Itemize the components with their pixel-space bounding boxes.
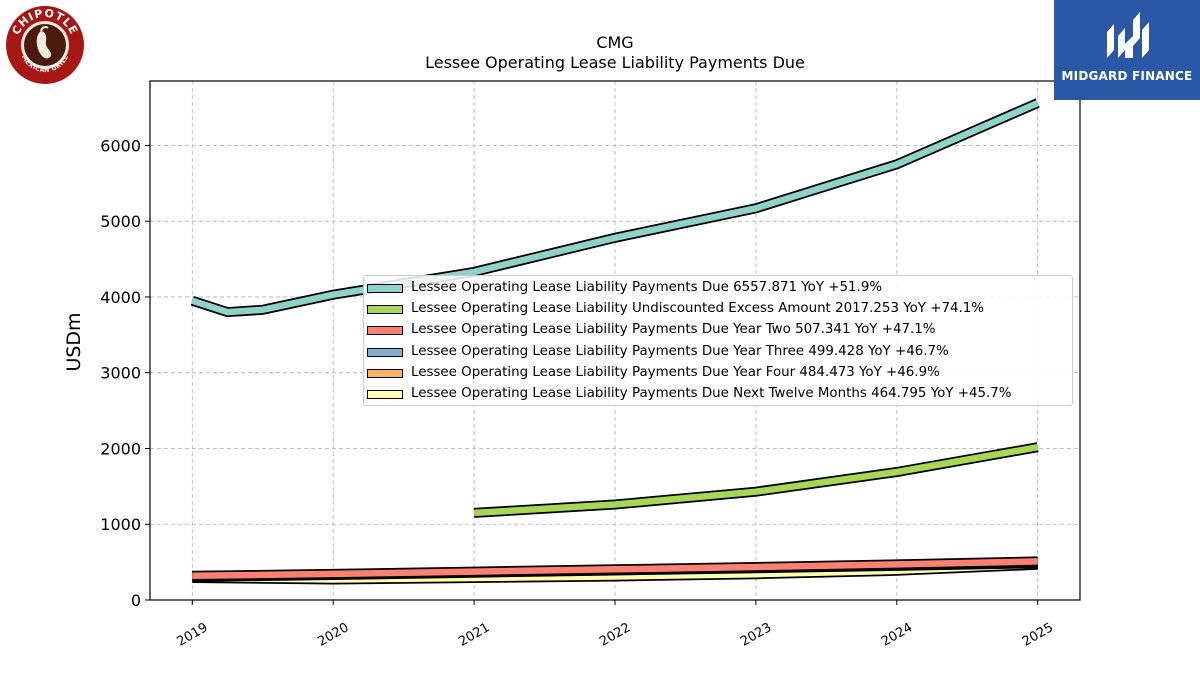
chart-subtitle: Lessee Operating Lease Liability Payment…	[425, 53, 805, 72]
series-line	[192, 558, 1038, 580]
x-tick-label: 2020	[315, 620, 351, 650]
series-line	[473, 443, 1039, 517]
legend-swatch	[367, 284, 403, 293]
legend-swatch	[367, 347, 403, 357]
legend-swatch	[367, 305, 403, 315]
x-tick-label: 2019	[174, 620, 210, 650]
legend-swatch	[367, 368, 403, 378]
y-tick-label: 6000	[100, 136, 141, 155]
x-tick-label: 2024	[879, 620, 915, 650]
x-tick-label: 2022	[597, 620, 633, 650]
y-tick-label: 0	[131, 591, 141, 610]
legend-label: Lessee Operating Lease Liability Payment…	[411, 322, 936, 338]
y-tick-label: 4000	[100, 288, 141, 307]
midgard-finance-wordmark: MIDGARD FINANCE	[1061, 69, 1193, 83]
midgard-finance-logo: MIDGARD FINANCE	[1054, 0, 1200, 100]
legend-swatch	[367, 390, 403, 399]
y-tick-label: 2000	[100, 439, 141, 458]
x-tick-label: 2025	[1020, 620, 1056, 650]
legend-swatch	[367, 326, 403, 336]
legend-label: Lessee Operating Lease Liability Payment…	[411, 386, 1012, 401]
y-axis-label: USDm	[63, 312, 85, 371]
y-tick-label: 3000	[100, 364, 141, 383]
series-lines	[190, 98, 1040, 585]
chart-title: CMG	[596, 33, 633, 52]
series-line	[191, 100, 1039, 316]
legend-label: Lessee Operating Lease Liability Undisco…	[411, 301, 985, 317]
x-tick-label: 2023	[738, 620, 774, 650]
chart-legend: Lessee Operating Lease Liability Payment…	[363, 275, 1073, 406]
chipotle-logo: CHIPOTLE MEXICAN GRILL	[5, 5, 85, 85]
legend-label: Lessee Operating Lease Liability Payment…	[411, 364, 940, 380]
legend-label: Lessee Operating Lease Liability Payment…	[411, 280, 883, 295]
y-tick-label: 1000	[100, 515, 141, 534]
x-tick-label: 2021	[456, 620, 492, 650]
legend-label: Lessee Operating Lease Liability Payment…	[411, 343, 949, 359]
y-tick-label: 5000	[100, 212, 141, 231]
